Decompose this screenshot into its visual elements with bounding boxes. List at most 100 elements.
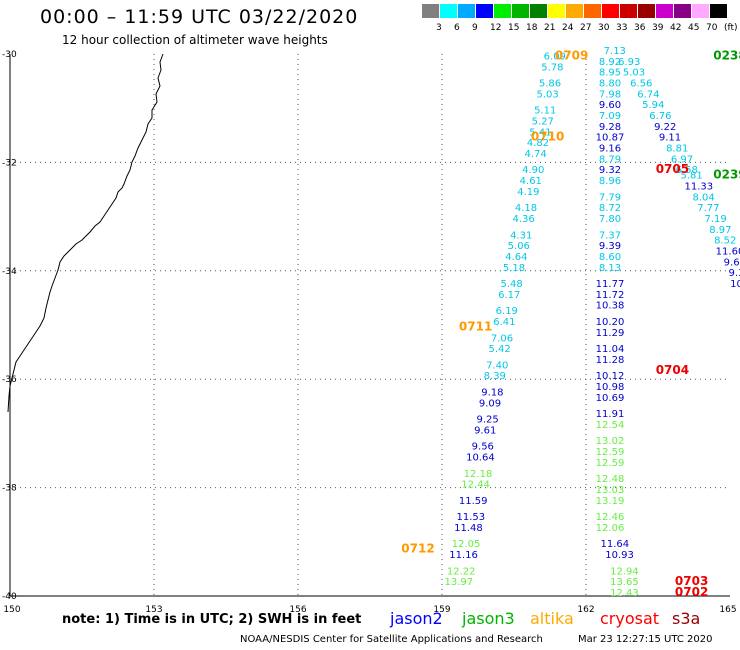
- satellite-label-altika: altika: [530, 609, 574, 628]
- legend-label: 12: [490, 23, 502, 33]
- wave-height-value: 8.80: [599, 79, 621, 90]
- legend-label: 27: [580, 23, 592, 33]
- wave-height-value: 10.38: [596, 301, 625, 312]
- wave-height-value: 4.74: [524, 149, 546, 160]
- wave-height-value: 11.77: [596, 279, 625, 290]
- pass-time-label: 0711: [459, 319, 492, 333]
- wave-height-value: 12.05: [452, 539, 481, 550]
- legend-swatch: [530, 4, 547, 18]
- wave-height-value: 6.41: [493, 317, 515, 328]
- wave-height-value: 8.95: [599, 68, 621, 79]
- legend-label: 39: [652, 23, 664, 33]
- legend-swatch: [602, 4, 619, 18]
- wave-height-value: 5.11: [534, 106, 556, 117]
- legend-swatch: [584, 4, 601, 18]
- legend-swatch: [494, 4, 511, 18]
- legend-swatch: [710, 4, 727, 18]
- wave-height-value: 12.06: [596, 523, 625, 534]
- wave-height-value: 13.65: [610, 577, 639, 588]
- y-tick-label: -30: [2, 50, 17, 60]
- wave-height-value: 11.91: [596, 409, 625, 420]
- wave-height-value: 7.77: [697, 203, 719, 214]
- page-title: 00:00 – 11:59 UTC 03/22/2020: [40, 6, 359, 28]
- wave-height-value: 13.97: [444, 577, 473, 588]
- legend-swatch: [656, 4, 673, 18]
- pass-time-label: 0702: [675, 585, 708, 599]
- wave-height-value: 8.13: [599, 263, 621, 274]
- wave-height-value: 7.79: [599, 192, 621, 203]
- wave-height-value: 11.53: [456, 512, 485, 523]
- wave-height-value: 5.48: [500, 279, 522, 290]
- legend-swatch: [620, 4, 637, 18]
- wave-height-value: 5.27: [532, 116, 554, 127]
- page-subtitle: 12 hour collection of altimeter wave hei…: [62, 33, 328, 47]
- wave-height-value: 12.43: [610, 588, 639, 599]
- wave-height-value: 5.78: [541, 62, 563, 73]
- y-tick-label: -38: [2, 484, 17, 494]
- y-tick-label: -34: [2, 267, 17, 277]
- wave-height-value: 9.56: [472, 442, 494, 453]
- y-tick-label: -40: [2, 592, 17, 602]
- wave-height-value: 8.39: [484, 371, 506, 382]
- wave-height-value: 8.60: [599, 252, 621, 263]
- wave-height-value: 10.69: [596, 393, 625, 404]
- wave-height-value: 10.20: [596, 317, 625, 328]
- legend-swatch: [512, 4, 529, 18]
- wave-height-value: 9.39: [599, 241, 621, 252]
- legend-swatch: [476, 4, 493, 18]
- pass-time-label: 0703: [675, 574, 708, 588]
- wave-height-value: 4.31: [510, 230, 532, 241]
- wave-height-value: 8.79: [599, 154, 621, 165]
- wave-height-value: 7.37: [599, 230, 621, 241]
- legend-label: 42: [670, 23, 682, 33]
- wave-height-value: 5.86: [539, 79, 561, 90]
- wave-height-value: 12.22: [447, 566, 476, 577]
- wave-height-value: 9.16: [599, 144, 621, 155]
- pass-time-label: 0239: [713, 168, 740, 182]
- legend-swatch: [440, 4, 457, 18]
- wave-height-value: 6.19: [496, 306, 518, 317]
- wave-height-value: 12.54: [596, 420, 625, 431]
- note-text: note: 1) Time is in UTC; 2) SWH is in fe…: [62, 612, 362, 627]
- wave-height-value: 4.36: [512, 214, 534, 225]
- legend-swatch: [674, 4, 691, 18]
- legend-label: 24: [562, 23, 574, 33]
- wave-height-value: 10.12: [596, 371, 625, 382]
- wave-height-value: 9.61: [474, 425, 496, 436]
- x-tick-label: 150: [3, 605, 20, 615]
- legend-label: 15: [508, 23, 520, 33]
- wave-height-value: 9.22: [654, 122, 676, 133]
- wave-height-value: 6.93: [618, 57, 640, 68]
- wave-height-value: 12.18: [464, 469, 493, 480]
- wave-height-value: 7.09: [599, 111, 621, 122]
- footer-timestamp: Mar 23 12:27:15 UTC 2020: [578, 634, 713, 645]
- wave-height-value: 8.04: [692, 192, 714, 203]
- wave-height-value: 4.82: [527, 138, 549, 149]
- wave-height-value: 6.76: [649, 111, 671, 122]
- legend-label: 33: [616, 23, 628, 33]
- legend-label: 6: [454, 23, 460, 33]
- wave-height-value: 9.60: [599, 100, 621, 111]
- footer-credit: NOAA/NESDIS Center for Satellite Applica…: [240, 634, 543, 645]
- wave-height-value: 4.64: [505, 252, 527, 263]
- wave-height-value: 5.94: [642, 100, 664, 111]
- pass-time-label: 0712: [401, 542, 434, 556]
- wave-height-value: 11.59: [459, 496, 488, 507]
- wave-height-value: 11.64: [600, 539, 629, 550]
- coastline: [7, 53, 164, 413]
- y-tick-label: -32: [2, 158, 17, 168]
- wave-height-value: 8.96: [599, 176, 621, 187]
- wave-height-value: 10.87: [596, 133, 625, 144]
- wave-height-value: 13.03: [596, 485, 625, 496]
- wave-height-value: 6.09: [544, 51, 566, 62]
- legend-swatch: [692, 4, 709, 18]
- legend-swatch: [548, 4, 565, 18]
- x-tick-label: 156: [289, 605, 306, 615]
- wave-height-value: 7.06: [491, 333, 513, 344]
- wave-height-value: 5.03: [623, 68, 645, 79]
- wave-height-value: 6.58: [676, 165, 698, 176]
- wave-height-value: 13.19: [596, 496, 625, 507]
- wave-height-value: 9.25: [476, 415, 498, 426]
- wave-height-value: 7.80: [599, 214, 621, 225]
